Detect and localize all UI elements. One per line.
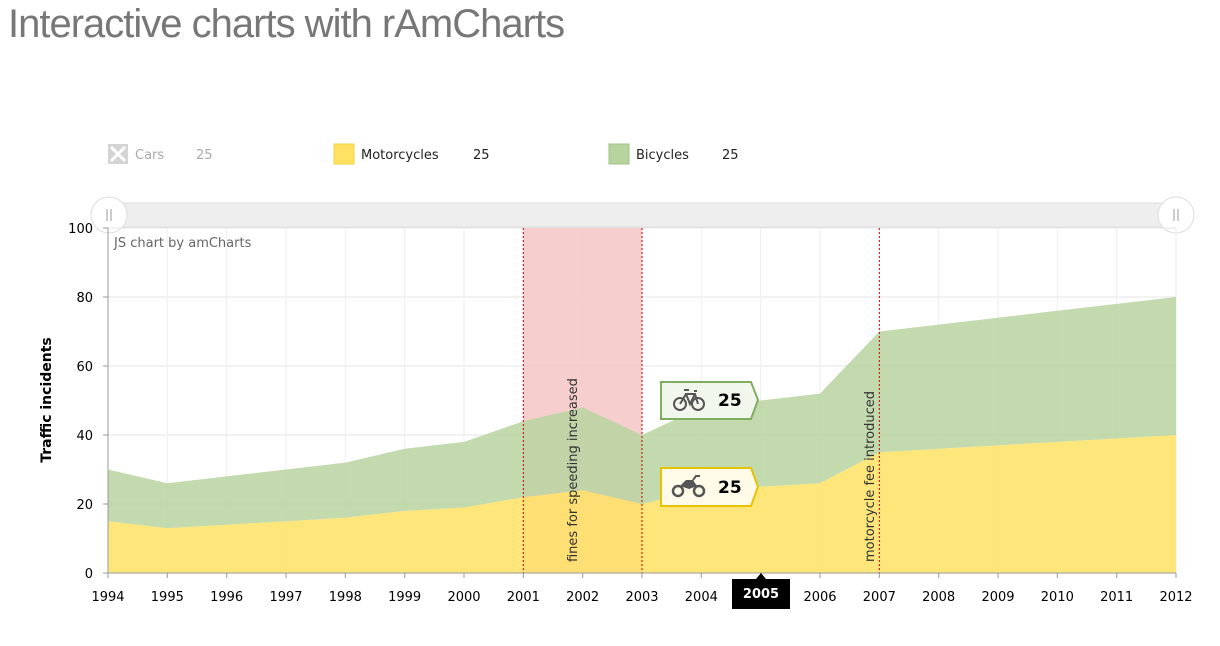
legend-item-cars[interactable]: Cars 25 xyxy=(108,144,213,164)
legend-label-cars: Cars xyxy=(135,148,164,163)
legend-value-bicycles: 25 xyxy=(722,148,739,163)
legend-item-bicycles[interactable]: Bicycles 25 xyxy=(609,144,739,164)
x-tick-label-1997: 1997 xyxy=(269,590,302,605)
x-axis-ticks: 1994 1995 1996 1997 1998 1999 2000 2001 2002 2003… xyxy=(91,573,1192,605)
legend-marker-bicycles xyxy=(609,144,629,164)
x-tick-label-2009: 2009 xyxy=(981,590,1014,605)
y-axis-label: Traffic incidents xyxy=(39,337,55,463)
y-tick-label-3: 60 xyxy=(76,360,93,375)
y-tick-label-2: 40 xyxy=(76,429,93,444)
cursor-label-text: 2005 xyxy=(743,587,779,602)
x-tick-label-2001: 2001 xyxy=(507,590,540,605)
balloon-value-bicycles: 25 xyxy=(718,391,742,411)
chart-credit[interactable]: JS chart by amCharts xyxy=(113,236,252,251)
x-tick-label-1998: 1998 xyxy=(329,590,362,605)
legend-label-bicycles: Bicycles xyxy=(636,148,689,163)
x-tick-label-2004: 2004 xyxy=(685,590,718,605)
x-tick-label-2006: 2006 xyxy=(803,590,836,605)
x-tick-label-2008: 2008 xyxy=(922,590,955,605)
y-tick-label-4: 80 xyxy=(76,291,93,306)
y-tick-label-5: 100 xyxy=(68,222,93,237)
legend-marker-motorcycles xyxy=(334,144,354,164)
x-tick-label-1999: 1999 xyxy=(388,590,421,605)
guide-label-1: motorcycle fee introduced xyxy=(863,391,878,562)
x-tick-label-2011: 2011 xyxy=(1100,590,1133,605)
balloon-bicycles: 25 xyxy=(661,382,758,419)
x-tick-label-2002: 2002 xyxy=(566,590,599,605)
x-tick-label-1994: 1994 xyxy=(91,590,124,605)
y-tick-label-1: 20 xyxy=(76,498,93,513)
x-tick-label-1996: 1996 xyxy=(210,590,243,605)
cursor-label: 2005 xyxy=(732,573,790,609)
guide-label-0: fines for speeding increased xyxy=(566,378,581,562)
x-tick-label-2012: 2012 xyxy=(1159,590,1192,605)
x-tick-label-1995: 1995 xyxy=(151,590,184,605)
balloon-value-motorcycles: 25 xyxy=(718,478,742,498)
x-tick-label-2003: 2003 xyxy=(625,590,658,605)
x-tick-label-2007: 2007 xyxy=(863,590,896,605)
legend-value-motorcycles: 25 xyxy=(473,148,490,163)
legend-label-motorcycles: Motorcycles xyxy=(361,148,439,163)
y-axis-ticks: 0 20 40 60 80 100 xyxy=(68,222,108,582)
legend: Cars 25 Motorcycles 25 Bicycles 25 xyxy=(108,144,739,164)
balloon-motorcycles: 25 xyxy=(661,468,758,506)
scrollbar-track[interactable] xyxy=(108,203,1176,227)
x-tick-label-2010: 2010 xyxy=(1041,590,1074,605)
x-tick-label-2000: 2000 xyxy=(447,590,480,605)
y-tick-label-0: 0 xyxy=(85,567,93,582)
legend-value-cars: 25 xyxy=(196,148,213,163)
legend-item-motorcycles[interactable]: Motorcycles 25 xyxy=(334,144,490,164)
